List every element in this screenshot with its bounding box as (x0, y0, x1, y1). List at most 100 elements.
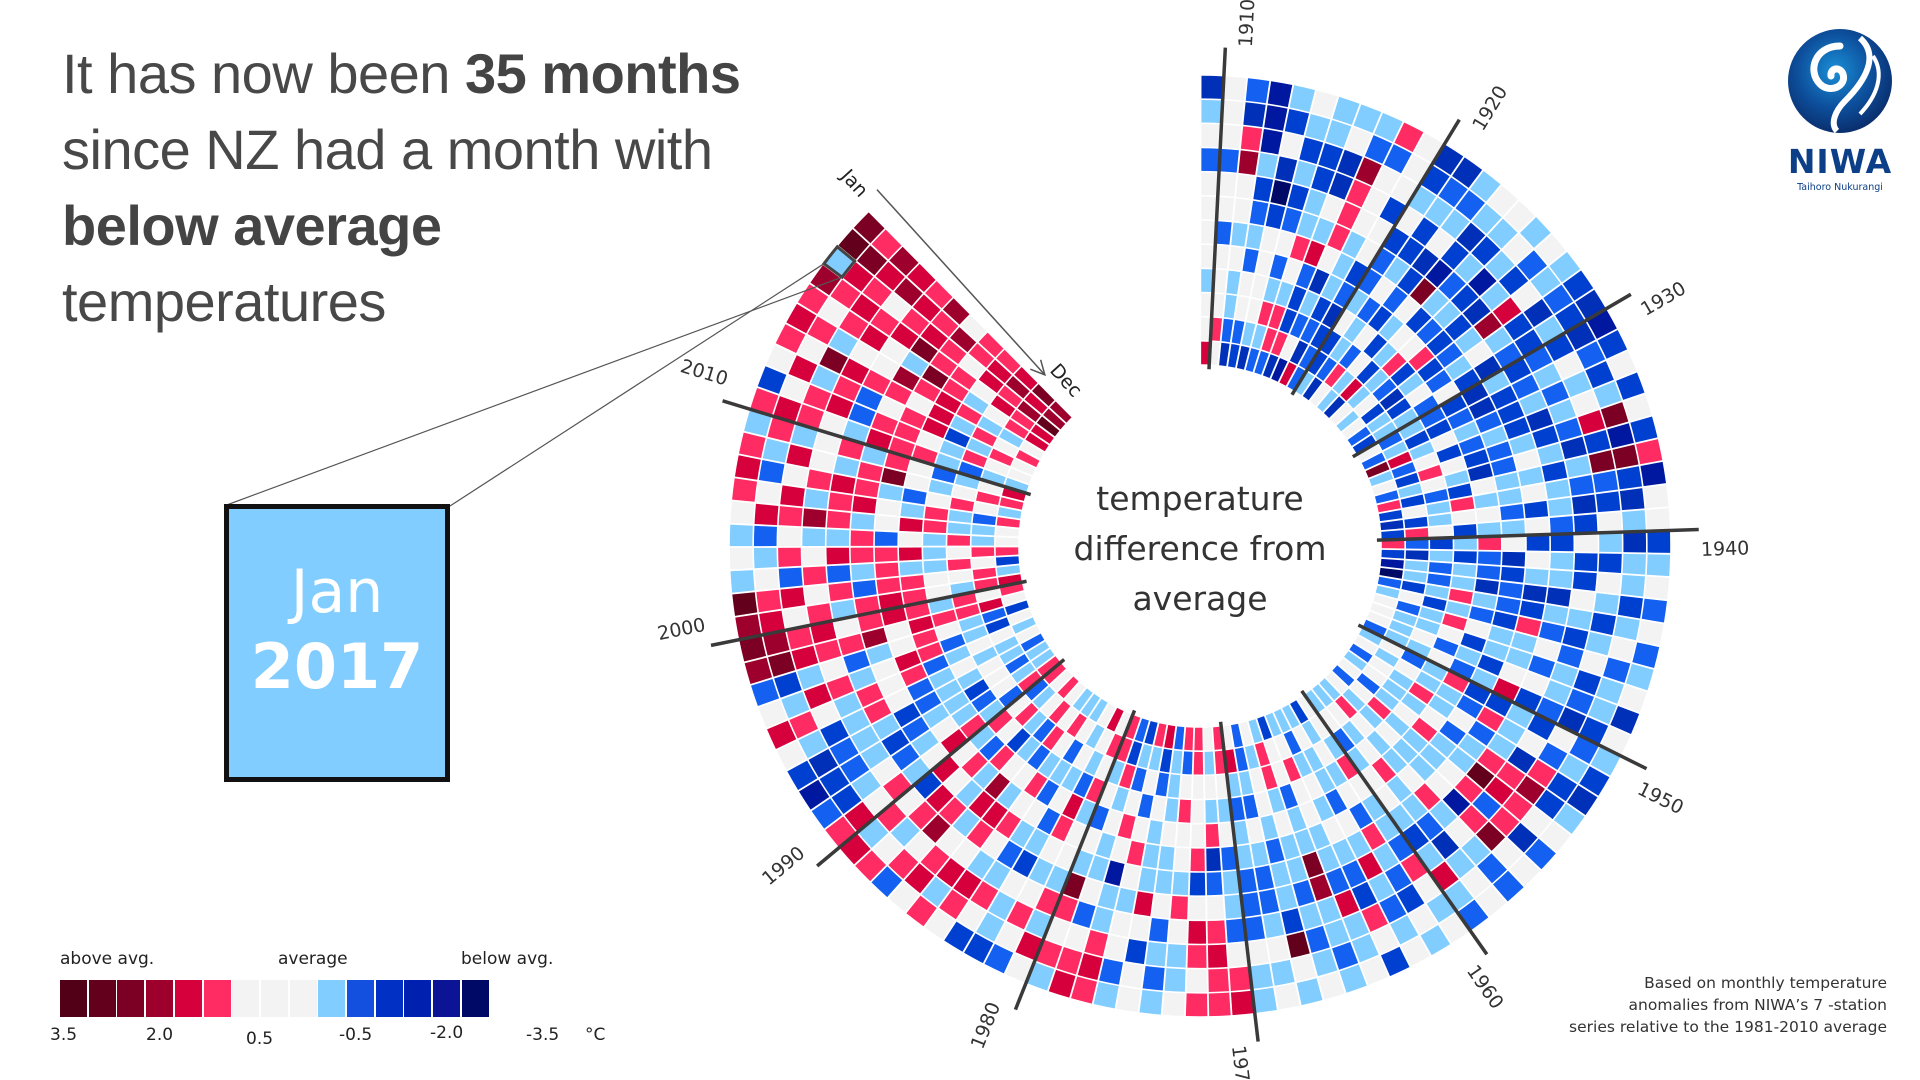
heatmap-cell (1365, 461, 1390, 478)
heatmap-cell (1355, 157, 1382, 186)
heatmap-cell (1048, 969, 1076, 998)
heatmap-cell (1620, 574, 1645, 597)
heatmap-cell (996, 565, 1021, 576)
heatmap-cell (1398, 765, 1424, 792)
heatmap-cell (754, 503, 779, 526)
heatmap-cell (1275, 281, 1294, 307)
heatmap-cell (1145, 941, 1167, 967)
heatmap-cell (876, 499, 901, 516)
heatmap-cell (1612, 444, 1639, 469)
heatmap-cell (968, 343, 994, 368)
heatmap-cell (893, 702, 921, 728)
heatmap-cell (1599, 532, 1622, 553)
heatmap-cell (1362, 794, 1387, 821)
heatmap-cell (1332, 96, 1360, 125)
heatmap-cell (1180, 775, 1192, 799)
headline-emphasis-below: below average (62, 194, 442, 257)
heatmap-cell (1438, 271, 1466, 300)
heatmap-cell (1331, 253, 1355, 280)
heatmap-cell (757, 366, 787, 394)
heatmap-cell (1382, 748, 1407, 774)
heatmap-cell (1453, 369, 1481, 393)
heatmap-cell (942, 298, 970, 325)
heatmap-cell (1405, 528, 1429, 539)
heatmap-cell (1247, 939, 1269, 965)
heatmap-cell (906, 895, 937, 927)
heatmap-cell (1439, 912, 1470, 944)
heatmap-cell (1210, 341, 1220, 366)
heatmap-cell (1000, 754, 1026, 781)
heatmap-cell (1253, 176, 1274, 202)
heatmap-cell (1446, 848, 1475, 879)
heatmap-cell (900, 664, 927, 687)
heatmap-cell (1411, 628, 1436, 647)
heatmap-cell (1131, 767, 1147, 792)
heatmap-cell (939, 889, 969, 920)
heatmap-cell (923, 520, 947, 534)
heatmap-cell (830, 279, 861, 309)
heatmap-cell (799, 779, 830, 810)
heatmap-cell (782, 464, 809, 487)
heatmap-cell (968, 791, 995, 818)
heatmap-cell (1381, 530, 1405, 540)
heatmap-cell (1579, 766, 1610, 796)
heatmap-cell (988, 891, 1016, 921)
heatmap-cell (922, 417, 949, 439)
heatmap-cell (1012, 617, 1036, 634)
heatmap-cell (1332, 371, 1355, 394)
heatmap-cell (1238, 150, 1259, 175)
heatmap-cell (1386, 398, 1412, 420)
heatmap-cell (1364, 369, 1389, 393)
heatmap-cell (1477, 654, 1504, 676)
heatmap-cell (1023, 710, 1047, 735)
heatmap-cell (1201, 99, 1222, 124)
heatmap-cell (1509, 855, 1541, 886)
heatmap-cell (1373, 594, 1398, 609)
heatmap-cell (921, 743, 949, 770)
heatmap-cell (972, 646, 998, 666)
heatmap-cell (1297, 212, 1319, 239)
heatmap-cell (1339, 964, 1367, 993)
heatmap-cell (1378, 509, 1403, 522)
heatmap-cell (1182, 751, 1193, 775)
heatmap-cell (1024, 392, 1048, 414)
heatmap-cell (978, 370, 1004, 393)
heatmap-cell (1415, 617, 1441, 636)
heatmap-cell (1596, 573, 1621, 594)
heatmap-cell (972, 513, 997, 526)
heatmap-cell (830, 474, 856, 494)
decade-markers: 1910 1920 1930 1940 1950 1960 1970 1980 1990 2000… (656, 0, 1750, 1080)
heatmap-cell (1342, 860, 1367, 888)
heatmap-cell (1406, 639, 1432, 658)
heatmap-cell (1293, 752, 1313, 777)
heatmap-cell (1026, 962, 1055, 991)
heatmap-cell (1201, 341, 1210, 365)
heatmap-cell (1152, 894, 1171, 919)
heatmap-cell (1212, 293, 1225, 317)
heatmap-cell (1471, 236, 1501, 266)
heatmap-cell (1251, 274, 1268, 300)
heatmap-cell (981, 830, 1008, 859)
heatmap-cell (1219, 342, 1230, 367)
heatmap-cell (1167, 774, 1181, 798)
heatmap-cell (1437, 625, 1464, 644)
heatmap-cell (999, 497, 1024, 510)
heatmap-cell (1246, 298, 1262, 323)
heatmap-cell (999, 583, 1024, 596)
heatmap-cell (1330, 403, 1353, 425)
heatmap-cell (1477, 551, 1501, 566)
center-label-line-3: average (1132, 579, 1267, 618)
heatmap-cell (1436, 683, 1462, 706)
heatmap-cell (1425, 584, 1450, 599)
heatmap-cell (1474, 579, 1499, 595)
heatmap-cell (902, 488, 927, 505)
heatmap-cell (908, 615, 934, 635)
heatmap-cell (1593, 381, 1622, 408)
heatmap-cell (1384, 712, 1410, 737)
heatmap-cell (857, 461, 883, 482)
heatmap-cell (907, 678, 934, 701)
heatmap-cell (1098, 782, 1117, 808)
heatmap-cell (811, 798, 843, 829)
heatmap-cell (1414, 453, 1439, 471)
